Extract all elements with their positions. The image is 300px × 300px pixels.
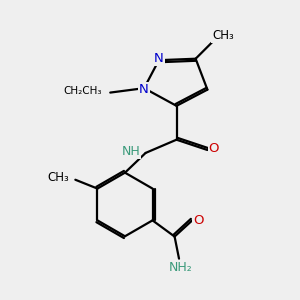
Text: O: O: [208, 142, 219, 155]
Text: CH₃: CH₃: [212, 29, 234, 42]
Text: CH₃: CH₃: [47, 171, 69, 184]
Text: CH₂CH₃: CH₂CH₃: [64, 86, 102, 96]
Text: O: O: [194, 214, 204, 227]
Text: NH: NH: [122, 145, 140, 158]
Text: NH₂: NH₂: [169, 261, 192, 274]
Text: N: N: [139, 83, 149, 96]
Text: N: N: [154, 52, 164, 65]
